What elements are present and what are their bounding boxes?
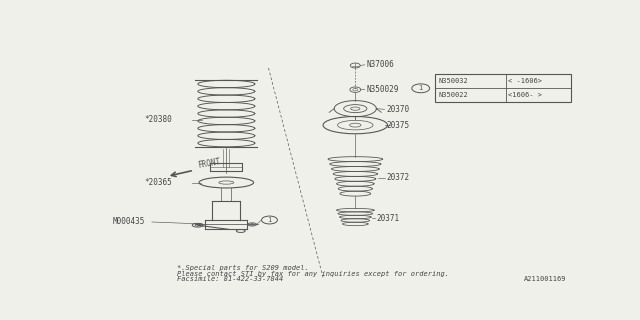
Text: 20370: 20370: [386, 105, 409, 114]
Text: 20375: 20375: [386, 121, 409, 130]
Text: FRONT: FRONT: [196, 156, 221, 170]
Text: *20365: *20365: [145, 178, 172, 187]
Text: 20371: 20371: [376, 214, 399, 223]
Text: 1: 1: [268, 217, 271, 223]
Text: N37006: N37006: [366, 60, 394, 69]
Text: Please contact STI by fax for any inquiries except for ordering.: Please contact STI by fax for any inquir…: [177, 271, 449, 277]
Text: <1606- >: <1606- >: [508, 92, 542, 98]
Text: A211001169: A211001169: [524, 276, 566, 282]
Bar: [435, 74, 571, 102]
Text: N350022: N350022: [438, 92, 468, 98]
Text: *.Special parts for S209 model.: *.Special parts for S209 model.: [177, 265, 308, 271]
Text: N350029: N350029: [366, 85, 399, 94]
Text: N350032: N350032: [438, 78, 468, 84]
Text: Facsimile: 81-422-33-7844: Facsimile: 81-422-33-7844: [177, 276, 283, 282]
Text: 20372: 20372: [386, 173, 409, 182]
Text: < -1606>: < -1606>: [508, 78, 542, 84]
Text: M000435: M000435: [112, 218, 145, 227]
Text: *20380: *20380: [145, 115, 172, 124]
Text: 1: 1: [419, 85, 423, 91]
